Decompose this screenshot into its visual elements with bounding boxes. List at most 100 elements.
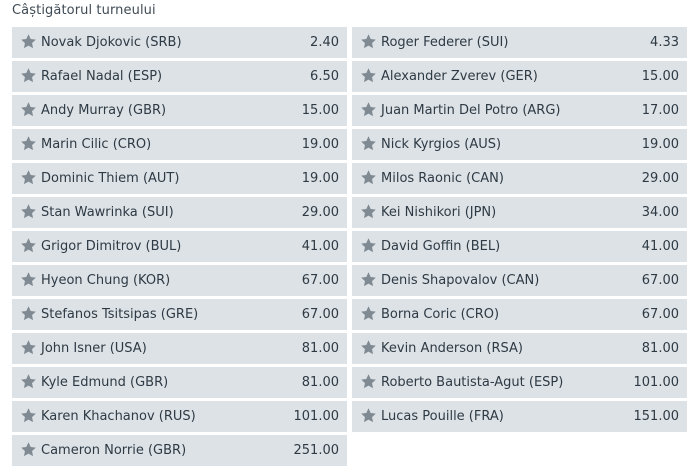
star-icon[interactable] bbox=[360, 271, 377, 288]
player-name: Marin Cilic (CRO) bbox=[41, 137, 152, 152]
player-name: Juan Martin Del Potro (ARG) bbox=[381, 103, 561, 118]
player-name: Lucas Pouille (FRA) bbox=[381, 409, 504, 424]
player-name: Novak Djokovic (SRB) bbox=[41, 35, 182, 50]
star-icon[interactable] bbox=[360, 305, 377, 322]
selection-row[interactable]: Nick Kyrgios (AUS) 19.00 bbox=[352, 129, 687, 160]
player-name: Nick Kyrgios (AUS) bbox=[381, 137, 502, 152]
player-name: Cameron Norrie (GBR) bbox=[41, 443, 187, 458]
star-icon[interactable] bbox=[20, 135, 37, 152]
player-name: Stan Wawrinka (SUI) bbox=[41, 205, 174, 220]
odds-value[interactable]: 4.33 bbox=[650, 35, 679, 50]
player-name: John Isner (USA) bbox=[41, 341, 147, 356]
star-icon[interactable] bbox=[360, 169, 377, 186]
star-icon[interactable] bbox=[360, 373, 377, 390]
selection-row[interactable]: Dominic Thiem (AUT) 19.00 bbox=[12, 163, 347, 194]
star-icon[interactable] bbox=[360, 407, 377, 424]
selection-row[interactable]: Rafael Nadal (ESP) 6.50 bbox=[12, 61, 347, 92]
star-icon[interactable] bbox=[360, 101, 377, 118]
selection-row[interactable]: Alexander Zverev (GER) 15.00 bbox=[352, 61, 687, 92]
selection-row[interactable]: Roberto Bautista-Agut (ESP) 101.00 bbox=[352, 367, 687, 398]
selections-column-left: Novak Djokovic (SRB) 2.40 Rafael Nadal (ES… bbox=[12, 27, 347, 469]
odds-value[interactable]: 29.00 bbox=[641, 171, 679, 186]
odds-value[interactable]: 67.00 bbox=[301, 273, 339, 288]
player-name: Denis Shapovalov (CAN) bbox=[381, 273, 540, 288]
star-icon[interactable] bbox=[20, 339, 37, 356]
odds-value[interactable]: 17.00 bbox=[641, 103, 679, 118]
star-icon[interactable] bbox=[360, 339, 377, 356]
player-name: Milos Raonic (CAN) bbox=[381, 171, 504, 186]
market-title: Câștigătorul turneului bbox=[12, 3, 156, 18]
odds-value[interactable]: 34.00 bbox=[641, 205, 679, 220]
odds-value[interactable]: 29.00 bbox=[301, 205, 339, 220]
selection-row[interactable]: Borna Coric (CRO) 67.00 bbox=[352, 299, 687, 330]
star-icon[interactable] bbox=[20, 237, 37, 254]
odds-value[interactable]: 81.00 bbox=[301, 341, 339, 356]
selection-row[interactable]: John Isner (USA) 81.00 bbox=[12, 333, 347, 364]
odds-value[interactable]: 15.00 bbox=[641, 69, 679, 84]
player-name: Andy Murray (GBR) bbox=[41, 103, 167, 118]
star-icon[interactable] bbox=[20, 305, 37, 322]
player-name: Kyle Edmund (GBR) bbox=[41, 375, 169, 390]
star-icon[interactable] bbox=[360, 67, 377, 84]
player-name: Karen Khachanov (RUS) bbox=[41, 409, 196, 424]
selection-row[interactable]: Andy Murray (GBR) 15.00 bbox=[12, 95, 347, 126]
star-icon[interactable] bbox=[20, 67, 37, 84]
odds-value[interactable]: 81.00 bbox=[641, 341, 679, 356]
odds-value[interactable]: 251.00 bbox=[293, 443, 340, 458]
player-name: Dominic Thiem (AUT) bbox=[41, 171, 180, 186]
selection-row[interactable]: David Goffin (BEL) 41.00 bbox=[352, 231, 687, 262]
odds-value[interactable]: 101.00 bbox=[633, 375, 680, 390]
star-icon[interactable] bbox=[20, 441, 37, 458]
selection-row[interactable]: Kevin Anderson (RSA) 81.00 bbox=[352, 333, 687, 364]
odds-value[interactable]: 2.40 bbox=[310, 35, 339, 50]
selection-row[interactable]: Stefanos Tsitsipas (GRE) 67.00 bbox=[12, 299, 347, 330]
selection-row[interactable]: Marin Cilic (CRO) 19.00 bbox=[12, 129, 347, 160]
star-icon[interactable] bbox=[20, 203, 37, 220]
player-name: Hyeon Chung (KOR) bbox=[41, 273, 171, 288]
player-name: David Goffin (BEL) bbox=[381, 239, 501, 254]
odds-value[interactable]: 19.00 bbox=[641, 137, 679, 152]
star-icon[interactable] bbox=[360, 203, 377, 220]
selection-row[interactable]: Juan Martin Del Potro (ARG) 17.00 bbox=[352, 95, 687, 126]
star-icon[interactable] bbox=[360, 135, 377, 152]
odds-value[interactable]: 67.00 bbox=[301, 307, 339, 322]
odds-value[interactable]: 41.00 bbox=[641, 239, 679, 254]
star-icon[interactable] bbox=[20, 101, 37, 118]
player-name: Borna Coric (CRO) bbox=[381, 307, 500, 322]
selection-row[interactable]: Kyle Edmund (GBR) 81.00 bbox=[12, 367, 347, 398]
star-icon[interactable] bbox=[20, 407, 37, 424]
odds-value[interactable]: 15.00 bbox=[301, 103, 339, 118]
odds-value[interactable]: 67.00 bbox=[641, 273, 679, 288]
player-name: Roberto Bautista-Agut (ESP) bbox=[381, 375, 564, 390]
star-icon[interactable] bbox=[20, 373, 37, 390]
odds-value[interactable]: 67.00 bbox=[641, 307, 679, 322]
selections-column-right: Roger Federer (SUI) 4.33 Alexander Zverev … bbox=[352, 27, 687, 435]
star-icon[interactable] bbox=[20, 169, 37, 186]
odds-value[interactable]: 151.00 bbox=[633, 409, 680, 424]
star-icon[interactable] bbox=[20, 271, 37, 288]
player-name: Stefanos Tsitsipas (GRE) bbox=[41, 307, 199, 322]
selection-row[interactable]: Stan Wawrinka (SUI) 29.00 bbox=[12, 197, 347, 228]
odds-value[interactable]: 41.00 bbox=[301, 239, 339, 254]
selection-row[interactable]: Cameron Norrie (GBR) 251.00 bbox=[12, 435, 347, 466]
selection-row[interactable]: Lucas Pouille (FRA) 151.00 bbox=[352, 401, 687, 432]
odds-value[interactable]: 101.00 bbox=[293, 409, 340, 424]
selection-row[interactable]: Grigor Dimitrov (BUL) 41.00 bbox=[12, 231, 347, 262]
odds-value[interactable]: 19.00 bbox=[301, 137, 339, 152]
selection-row[interactable]: Roger Federer (SUI) 4.33 bbox=[352, 27, 687, 58]
odds-value[interactable]: 6.50 bbox=[310, 69, 339, 84]
player-name: Roger Federer (SUI) bbox=[381, 35, 509, 50]
player-name: Alexander Zverev (GER) bbox=[381, 69, 538, 84]
selection-row[interactable]: Hyeon Chung (KOR) 67.00 bbox=[12, 265, 347, 296]
player-name: Rafael Nadal (ESP) bbox=[41, 69, 163, 84]
star-icon[interactable] bbox=[20, 33, 37, 50]
selection-row[interactable]: Novak Djokovic (SRB) 2.40 bbox=[12, 27, 347, 58]
star-icon[interactable] bbox=[360, 33, 377, 50]
selection-row[interactable]: Milos Raonic (CAN) 29.00 bbox=[352, 163, 687, 194]
selection-row[interactable]: Kei Nishikori (JPN) 34.00 bbox=[352, 197, 687, 228]
odds-value[interactable]: 81.00 bbox=[301, 375, 339, 390]
odds-value[interactable]: 19.00 bbox=[301, 171, 339, 186]
selection-row[interactable]: Denis Shapovalov (CAN) 67.00 bbox=[352, 265, 687, 296]
star-icon[interactable] bbox=[360, 237, 377, 254]
selection-row[interactable]: Karen Khachanov (RUS) 101.00 bbox=[12, 401, 347, 432]
